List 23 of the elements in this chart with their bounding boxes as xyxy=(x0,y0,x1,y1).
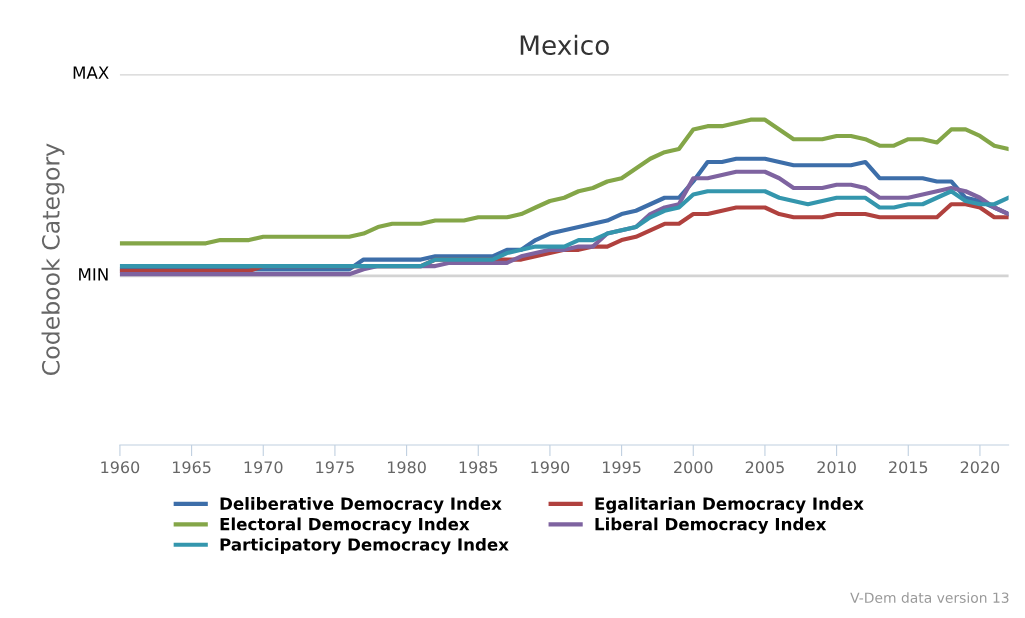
legend-label: Electoral Democracy Index xyxy=(220,517,470,534)
ref-line-label: MAX xyxy=(73,66,109,79)
x-tick-label: 2015 xyxy=(889,461,928,474)
x-tick-label: 1970 xyxy=(244,461,283,474)
y-axis-title: Codebook Category xyxy=(41,143,65,375)
x-tick-label: 2020 xyxy=(960,461,1000,474)
x-tick-label: 2010 xyxy=(817,461,856,474)
x-tick-label: 1975 xyxy=(316,461,354,474)
x-tick-label: 1995 xyxy=(603,461,641,474)
x-tick-label: 2000 xyxy=(674,461,713,474)
x-tick-label: 1960 xyxy=(101,461,140,474)
x-tick-label: 1965 xyxy=(173,461,211,474)
text: V-Dem data version 13 xyxy=(850,592,1009,603)
legend-label: Liberal Democracy Index xyxy=(595,517,827,534)
x-tick-label: 1990 xyxy=(531,461,570,474)
legend-label: Egalitarian Democracy Index xyxy=(595,497,864,514)
x-tick-label: 1985 xyxy=(459,461,498,474)
ref-line-label: MIN xyxy=(79,268,108,281)
x-tick-label: 1980 xyxy=(388,461,426,474)
legend-label: Participatory Democracy Index xyxy=(220,537,509,555)
chart-title: Mexico xyxy=(520,34,609,56)
legend-label: Deliberative Democracy Index xyxy=(220,497,502,514)
x-tick-label: 2005 xyxy=(745,461,784,474)
